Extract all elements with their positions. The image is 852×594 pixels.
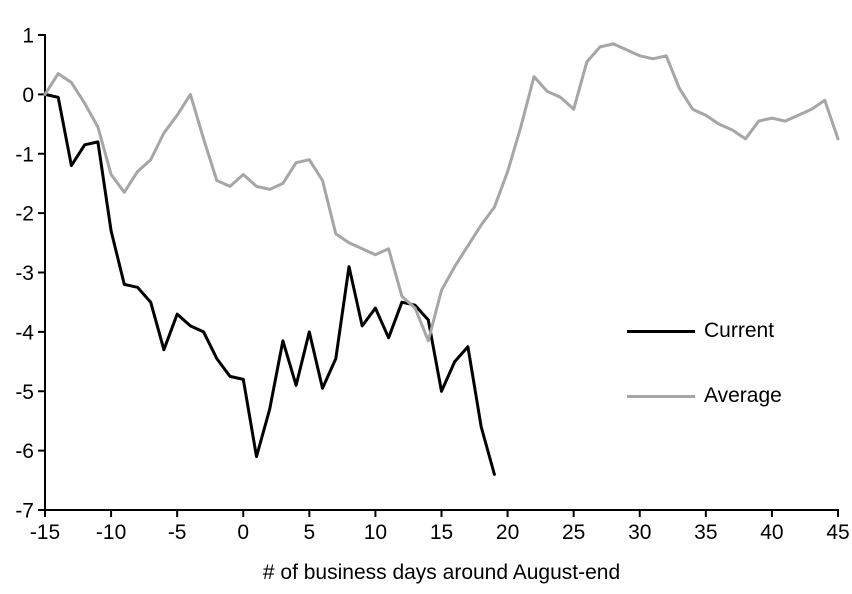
average-series-line (43, 42, 840, 343)
x-tick-label: -15 (30, 521, 60, 544)
x-tick-label: 30 (628, 521, 651, 544)
y-tick-label: -6 (15, 440, 34, 463)
x-tick-label: 35 (694, 521, 717, 544)
x-tick-label: 5 (303, 521, 315, 544)
x-tick-label: -10 (96, 521, 126, 544)
y-tick-label: 0 (22, 84, 34, 107)
average-line-swatch-icon (627, 394, 695, 398)
x-axis-title: # of business days around August-end (262, 561, 621, 584)
y-tick-label: -7 (15, 500, 34, 523)
x-tick-label: 10 (364, 521, 387, 544)
y-tick-label: -4 (15, 321, 34, 344)
current-line-swatch-icon (627, 329, 695, 333)
legend-item-average: Average (627, 383, 782, 409)
x-tick-label: 20 (496, 521, 519, 544)
y-tick-label: 1 (22, 25, 34, 48)
y-tick-label: -1 (15, 143, 34, 166)
x-tick-label: -5 (168, 521, 187, 544)
x-tick-label: 25 (562, 521, 585, 544)
x-tick-label: 0 (237, 521, 249, 544)
y-tick-label: -2 (15, 203, 34, 226)
current-series-line (43, 92, 496, 476)
y-tick-label: -3 (15, 262, 34, 285)
legend-label-average: Average (704, 384, 782, 407)
y-tick-label: -5 (15, 381, 34, 404)
x-tick-label: 40 (760, 521, 783, 544)
legend-label-current: Current (704, 319, 775, 342)
legend-item-current: Current (627, 318, 782, 344)
x-tick-label: 45 (826, 521, 849, 544)
x-tick-label: 15 (430, 521, 453, 544)
legend: Current Average (627, 318, 782, 409)
